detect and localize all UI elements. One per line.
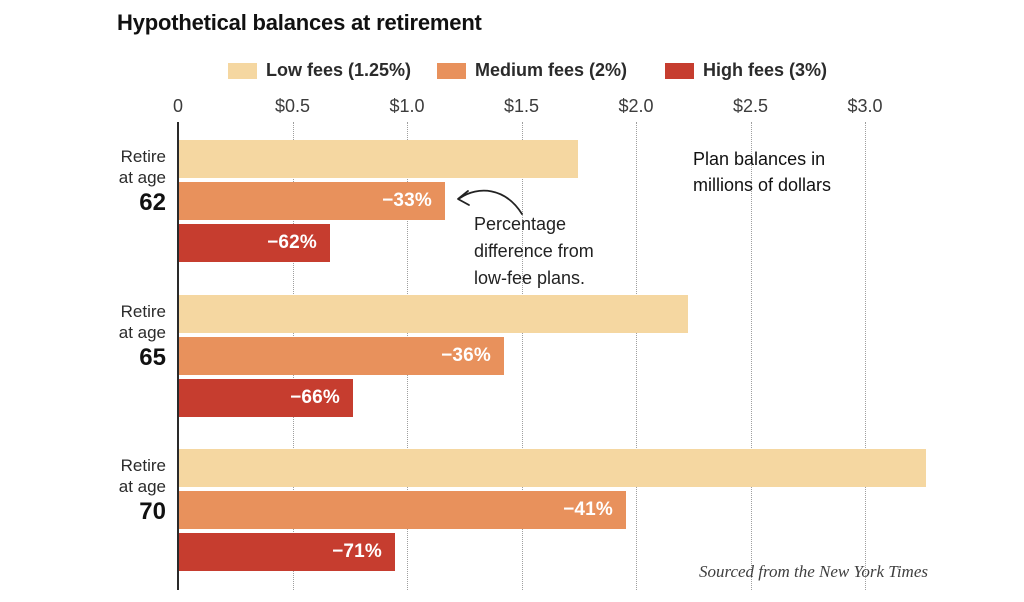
bar-percent-label: −33%	[382, 190, 432, 211]
bar-high-fees-age-62: −62%	[179, 224, 330, 262]
gridline	[636, 122, 637, 590]
legend-label: Low fees (1.25%)	[266, 60, 412, 80]
x-tick-label: 0	[172, 96, 184, 116]
units-note: Plan balances in millions of dollars	[693, 149, 832, 195]
bar-medium-fees-age-62: −33%	[179, 182, 445, 220]
bar-percent-label: −62%	[267, 232, 317, 253]
group-label-age-70: Retire at age 70	[0, 455, 166, 525]
bar-percent-label: −36%	[441, 345, 491, 366]
legend-label: High fees (3%)	[703, 60, 828, 80]
bar-medium-fees-age-70: −41%	[179, 491, 626, 529]
chart-title: Hypothetical balances at retirement	[117, 10, 482, 35]
legend-label: Medium fees (2%)	[475, 60, 628, 80]
group-label-age-62: Retire at age 62	[0, 146, 166, 216]
source-credit: Sourced from the New York Times	[698, 562, 928, 581]
bar-percent-label: −41%	[563, 499, 613, 520]
group-label-text: Retire at age	[118, 147, 166, 187]
annotation-text: Percentage difference from low-fee plans…	[474, 214, 594, 288]
age-label: 62	[139, 189, 166, 216]
group-label-text: Retire at age	[118, 302, 166, 342]
x-tick-label: $1.0	[389, 96, 425, 116]
group-label-age-65: Retire at age 65	[0, 301, 166, 371]
bar-low-fees-age-70	[179, 449, 926, 487]
x-tick-label: $1.5	[503, 96, 540, 116]
legend-item-medium: Medium fees (2%)	[437, 60, 627, 81]
legend-item-high: High fees (3%)	[665, 60, 827, 81]
bar-low-fees-age-65	[179, 295, 688, 333]
y-axis-line	[177, 122, 179, 590]
bar-medium-fees-age-65: −36%	[179, 337, 504, 375]
bar-percent-label: −71%	[332, 541, 382, 562]
bar-high-fees-age-70: −71%	[179, 533, 395, 571]
age-label: 70	[139, 498, 166, 525]
bar-low-fees-age-62	[179, 140, 578, 178]
bar-percent-label: −66%	[290, 387, 340, 408]
legend-swatch-icon	[437, 62, 466, 79]
group-label-text: Retire at age	[118, 456, 166, 496]
x-tick-label: $3.0	[847, 96, 883, 116]
gridline	[750, 122, 752, 590]
bar-high-fees-age-65: −66%	[179, 379, 353, 417]
x-tick-label: $0.5	[274, 96, 311, 116]
legend-swatch-icon	[228, 62, 257, 79]
legend-item-low: Low fees (1.25%)	[228, 60, 411, 81]
legend-swatch-icon	[665, 62, 694, 79]
gridline	[521, 122, 523, 590]
gridline	[865, 122, 866, 590]
age-label: 65	[139, 344, 166, 371]
x-tick-label: $2.5	[732, 96, 769, 116]
x-tick-label: $2.0	[618, 96, 654, 116]
